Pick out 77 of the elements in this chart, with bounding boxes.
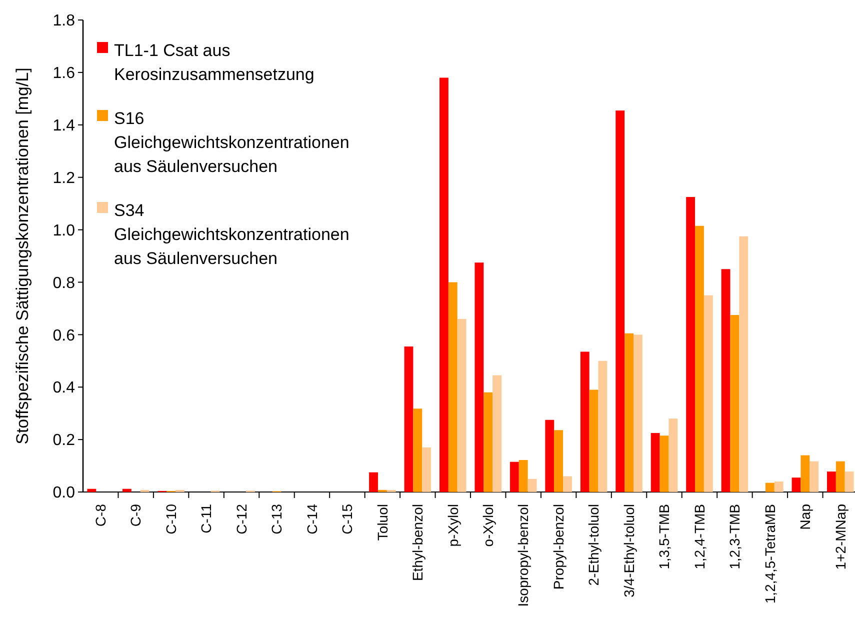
x-tick-label: p-Xylol: [444, 504, 461, 547]
bar: [800, 455, 810, 492]
legend-label: S16 Gleichgewichtskonzentrationen aus Säulenversuchen: [114, 108, 350, 176]
bar: [810, 461, 819, 492]
y-tick-label: 1.2: [52, 170, 76, 187]
bar: [528, 478, 537, 492]
y-tick-label: 0.2: [52, 432, 76, 450]
bar: [413, 408, 422, 492]
x-tick-label: o-Xylol: [480, 504, 496, 547]
bar: [87, 488, 96, 492]
bar: [510, 462, 519, 492]
y-axis-title: Stoffspezifische Sättigungskonzentrationen [mg/L]: [12, 68, 32, 444]
y-tick-label: 0.6: [52, 327, 76, 344]
bar: [624, 333, 634, 492]
bar: [836, 461, 845, 492]
x-tick-label: C-8: [92, 504, 109, 527]
bar: [518, 460, 528, 492]
bar: [492, 375, 502, 492]
x-tick-label: C-13: [268, 504, 285, 534]
bar: [580, 352, 590, 492]
x-tick-label: Isopropyl-benzol: [515, 504, 532, 607]
x-tick-label: 2-Ethyl-toluol: [586, 504, 602, 586]
bar: [739, 236, 748, 492]
bar: [563, 476, 572, 492]
x-tick-label: 1+2-MNap: [832, 504, 848, 570]
bar: [422, 447, 432, 492]
bar: [765, 482, 774, 492]
x-tick-label: Propyl-benzol: [550, 504, 566, 590]
x-tick-label: Ethyl-benzol: [410, 504, 426, 582]
bar: [668, 418, 678, 492]
bar: [369, 472, 378, 492]
y-tick-label: 1.8: [52, 12, 76, 30]
x-tick-label: C-14: [304, 504, 320, 534]
bar: [616, 110, 625, 492]
bar: [554, 430, 564, 492]
y-tick-label: 0.8: [52, 274, 76, 292]
bar: [774, 482, 784, 492]
legend-label: S34 Gleichgewichtskonzentrationen aus Säulenversuchen: [114, 200, 350, 268]
bar: [457, 318, 466, 492]
bar: [704, 295, 713, 492]
x-tick-label: C-11: [198, 504, 214, 534]
x-tick-label: C-12: [233, 504, 250, 534]
x-tick-label: Toluol: [374, 504, 390, 541]
bar: [721, 269, 730, 492]
x-tick-label: 1,3,5-TMB: [656, 504, 672, 570]
bar: [598, 360, 608, 492]
x-tick-label: Nap: [797, 504, 814, 530]
bar: [440, 78, 448, 492]
bar: [686, 197, 696, 492]
x-tick-label: 1,2,3-TMB: [726, 504, 743, 570]
y-tick-label: 1.6: [52, 65, 76, 82]
bar: [660, 436, 669, 492]
bar: [545, 420, 554, 492]
y-tick-label: 1.4: [52, 117, 76, 134]
bar: [730, 315, 740, 492]
bar: [474, 262, 484, 492]
bar: [633, 334, 642, 492]
x-tick-label: 3/4-Ethyl-toluol: [620, 504, 637, 598]
bar: [650, 433, 660, 492]
x-tick-label: 1,2,4,5-TetraMB: [762, 504, 778, 604]
bar: [792, 478, 801, 492]
x-tick-label: C-10: [162, 504, 179, 534]
bar: [827, 472, 836, 492]
y-tick-label: 0.4: [52, 380, 76, 397]
x-tick-label: C-9: [128, 504, 144, 527]
y-tick-label: 0.0: [52, 484, 76, 502]
bar: [844, 472, 854, 492]
bar: [122, 488, 132, 492]
bar: [589, 390, 598, 492]
bar: [448, 282, 458, 492]
x-tick-label: C-15: [339, 504, 356, 534]
bar: [404, 346, 414, 492]
bar: [484, 392, 493, 492]
legend-label: TL1-1 Csat aus Kerosinzusammensetzung: [114, 40, 314, 84]
x-tick-label: 1,2,4-TMB: [691, 504, 708, 570]
bar: [695, 226, 704, 492]
y-tick-label: 1.0: [52, 222, 76, 240]
